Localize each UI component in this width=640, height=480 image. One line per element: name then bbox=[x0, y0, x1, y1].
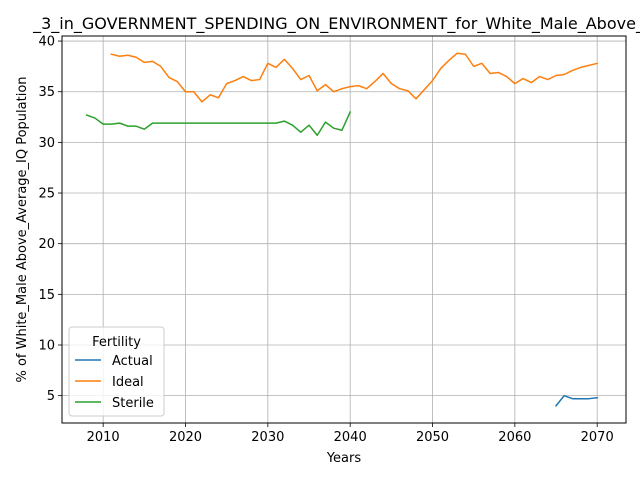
x-axis-label: Years bbox=[326, 451, 362, 466]
chart-title: _3_in_GOVERNMENT_SPENDING_ON_ENVIRONMENT… bbox=[32, 14, 640, 34]
series-line-actual bbox=[554, 394, 599, 407]
y-tick-label: 20 bbox=[38, 237, 55, 252]
y-tick-label: 25 bbox=[38, 187, 55, 202]
y-tick-label: 5 bbox=[47, 389, 55, 404]
plot-area-frame bbox=[61, 35, 627, 424]
x-tick-label: 2050 bbox=[416, 430, 449, 445]
series-line-ideal bbox=[110, 52, 599, 103]
x-tick-label: 2020 bbox=[169, 430, 202, 445]
series-layer bbox=[85, 52, 599, 407]
y-tick-label: 40 bbox=[38, 35, 55, 50]
y-axis: 5 10 15 20 25 30 35 40 bbox=[38, 35, 62, 404]
legend-label-ideal: Ideal bbox=[112, 375, 144, 390]
legend: Fertility Actual Ideal Sterile bbox=[68, 326, 165, 417]
x-tick-label: 2070 bbox=[581, 430, 614, 445]
y-tick-label: 15 bbox=[38, 288, 55, 303]
x-tick-label: 2010 bbox=[87, 430, 120, 445]
y-tick-label: 30 bbox=[38, 136, 55, 151]
x-tick-label: 2030 bbox=[251, 430, 284, 445]
series-line-sterile bbox=[85, 110, 352, 137]
legend-label-sterile: Sterile bbox=[112, 396, 154, 411]
legend-title: Fertility bbox=[92, 335, 141, 350]
y-tick-label: 35 bbox=[38, 85, 55, 100]
x-axis: 2010 2020 2030 2040 2050 2060 2070 bbox=[87, 423, 614, 445]
y-axis-label: % of White_Male Above_Average_IQ Populat… bbox=[15, 76, 30, 382]
legend-label-actual: Actual bbox=[112, 354, 153, 369]
x-tick-label: 2040 bbox=[334, 430, 367, 445]
y-tick-label: 10 bbox=[38, 338, 55, 353]
legend-frame bbox=[68, 326, 165, 417]
x-tick-label: 2060 bbox=[498, 430, 531, 445]
grid bbox=[62, 36, 626, 423]
